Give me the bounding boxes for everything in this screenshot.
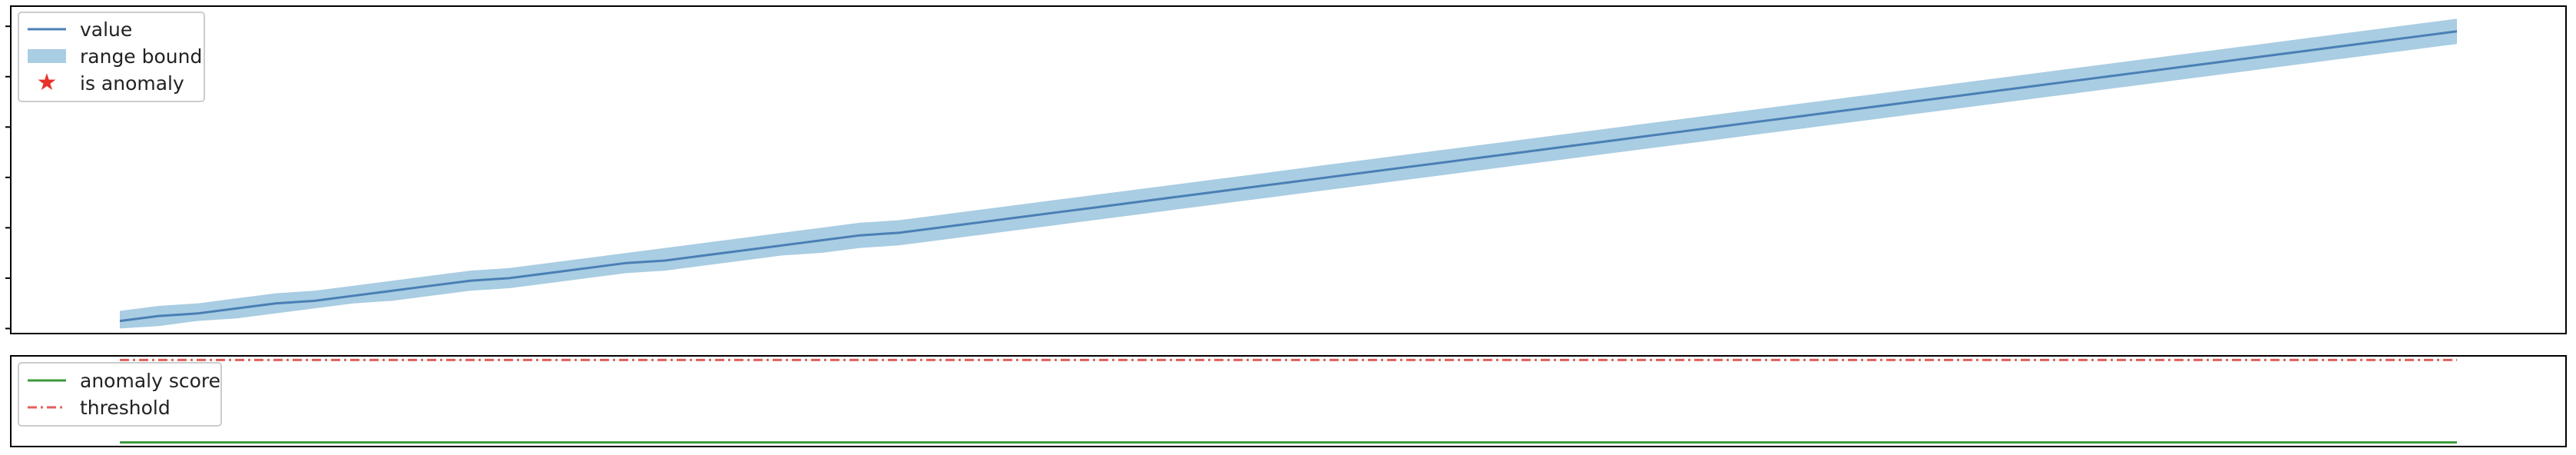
score-axes: anomaly score threshold (10, 355, 2567, 447)
score-plot-area (120, 358, 2457, 444)
score-axes-frame (10, 355, 2567, 447)
value-plot-area (119, 18, 2458, 329)
legend-anomaly-score-label: anomaly score (80, 370, 220, 392)
series-value-line (119, 30, 2458, 323)
score-legend: anomaly score threshold (18, 362, 222, 427)
legend-range-bound-swatch (28, 49, 66, 63)
legend-is-anomaly-label: is anomaly (80, 72, 184, 95)
score-legend-box (18, 362, 222, 427)
series-range-bound-band (120, 18, 2457, 329)
value-axes: value range bound ★ is anomaly (5, 5, 2567, 334)
value-legend-box (18, 12, 205, 102)
legend-value-label: value (80, 18, 132, 41)
legend-threshold-label: threshold (80, 397, 171, 419)
value-axes-frame (10, 5, 2567, 334)
value-y-ticks (5, 25, 11, 330)
value-legend: value range bound ★ is anomaly (18, 12, 205, 102)
legend-range-bound-label: range bound (80, 45, 202, 68)
legend-star-icon: ★ (37, 69, 58, 96)
